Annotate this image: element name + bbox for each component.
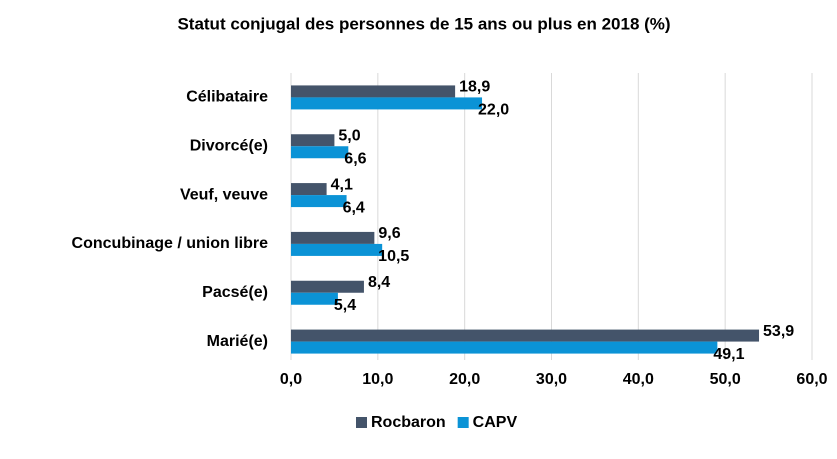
chart-title: Statut conjugal des personnes de 15 ans … bbox=[177, 14, 670, 33]
legend-label: Rocbaron bbox=[371, 414, 446, 431]
y-tick-label: Veuf, veuve bbox=[180, 186, 268, 203]
x-tick-label: 20,0 bbox=[449, 371, 480, 388]
bar bbox=[291, 231, 375, 244]
value-label: 22,0 bbox=[478, 102, 509, 119]
bar bbox=[291, 146, 349, 159]
x-tick-label: 10,0 bbox=[362, 371, 393, 388]
x-tick-label: 40,0 bbox=[623, 371, 654, 388]
value-label: 6,4 bbox=[343, 199, 365, 216]
y-tick-label: Pacsé(e) bbox=[202, 284, 268, 301]
y-tick-label: Marié(e) bbox=[207, 333, 268, 350]
legend-swatch bbox=[356, 417, 367, 428]
legend-label: CAPV bbox=[473, 414, 518, 431]
value-label: 53,9 bbox=[763, 323, 794, 340]
value-label: 10,5 bbox=[378, 248, 409, 265]
value-label: 4,1 bbox=[331, 176, 353, 193]
bar bbox=[291, 280, 364, 293]
x-tick-label: 50,0 bbox=[710, 371, 741, 388]
bar bbox=[291, 85, 456, 98]
value-label: 5,4 bbox=[334, 297, 356, 314]
bar bbox=[291, 243, 383, 256]
bar bbox=[291, 97, 483, 110]
x-tick-label: 0,0 bbox=[280, 371, 302, 388]
value-label: 18,9 bbox=[459, 79, 490, 96]
value-label: 9,6 bbox=[378, 225, 400, 242]
y-tick-label: Divorcé(e) bbox=[190, 137, 268, 154]
value-label: 6,6 bbox=[344, 150, 366, 167]
x-tick-label: 60,0 bbox=[796, 371, 827, 388]
bar bbox=[291, 341, 718, 354]
x-tick-label: 30,0 bbox=[536, 371, 567, 388]
legend-swatch bbox=[457, 417, 469, 428]
bar bbox=[291, 195, 347, 208]
value-label: 8,4 bbox=[368, 274, 390, 291]
y-tick-label: Concubinage / union libre bbox=[72, 235, 269, 252]
y-tick-label: Célibataire bbox=[186, 89, 268, 106]
bar bbox=[291, 134, 335, 147]
value-label: 49,1 bbox=[713, 346, 744, 363]
bar bbox=[291, 329, 760, 342]
bar bbox=[291, 183, 327, 196]
value-label: 5,0 bbox=[338, 127, 360, 144]
bar bbox=[291, 292, 338, 305]
